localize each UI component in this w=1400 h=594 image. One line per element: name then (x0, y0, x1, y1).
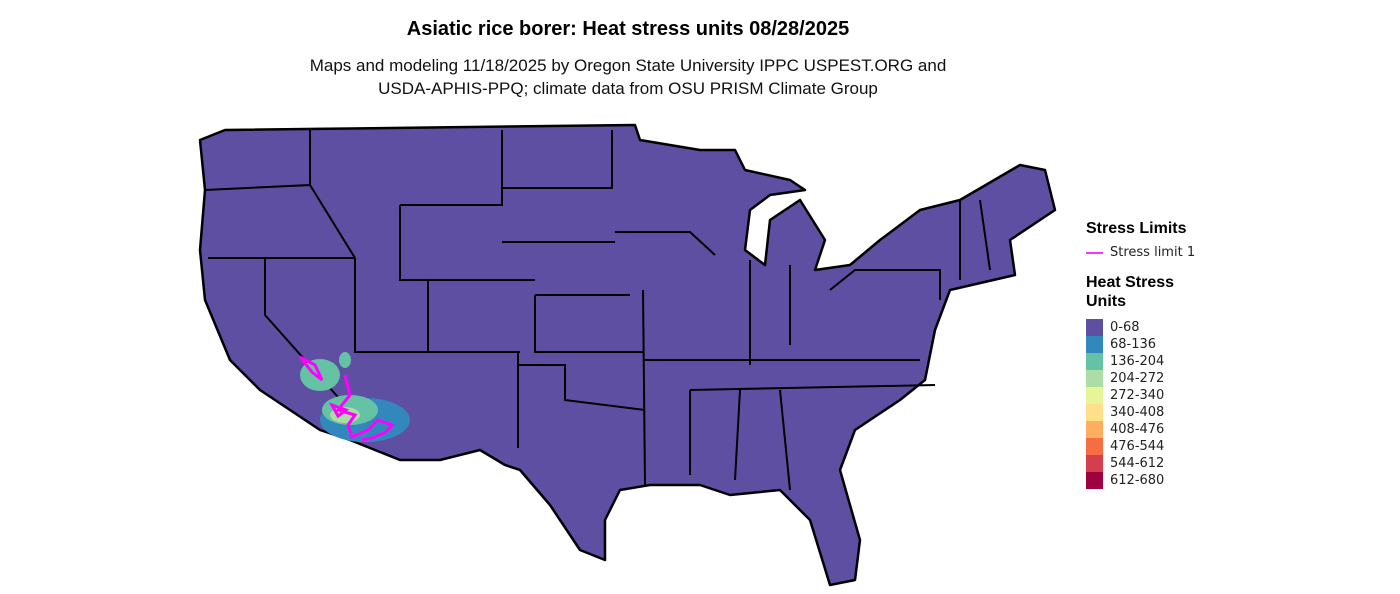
legend-bin: 0-68 (1086, 319, 1216, 336)
legend-bin: 476-544 (1086, 438, 1216, 455)
subtitle-line-2: USDA-APHIS-PPQ; climate data from OSU PR… (378, 79, 878, 98)
legend-swatch (1086, 404, 1103, 421)
us-outline (198, 123, 1057, 587)
subtitle-line-1: Maps and modeling 11/18/2025 by Oregon S… (309, 56, 947, 75)
map-title: Asiatic rice borer: Heat stress units 08… (406, 18, 850, 40)
legend-bin: 340-408 (1086, 404, 1216, 421)
legend-swatch (1086, 387, 1103, 404)
legend-bin: 408-476 (1086, 421, 1216, 438)
legend-bin-label: 136-204 (1110, 354, 1165, 369)
legend-swatch (1086, 472, 1103, 489)
legend-bins: 0-68 68-136 136-204 204-272 272-340 340-408 40… (1086, 319, 1216, 489)
legend-bin: 272-340 (1086, 387, 1216, 404)
legend-bin-label: 476-544 (1110, 439, 1165, 454)
legend-swatch (1086, 370, 1103, 387)
legend-bin: 612-680 (1086, 472, 1216, 489)
legend-swatch (1086, 438, 1103, 455)
legend-bin-label: 612-680 (1110, 473, 1165, 488)
legend-item-stress-limit-1: Stress limit 1 (1086, 244, 1216, 261)
legend-bin: 136-204 (1086, 353, 1216, 370)
legend-bin-label: 544-612 (1110, 456, 1165, 471)
stress-limits-title: Stress Limits (1086, 220, 1187, 237)
legend-bin-label: 68-136 (1110, 337, 1157, 352)
us-map (198, 123, 1057, 587)
legend-bin: 68-136 (1086, 336, 1216, 353)
legend-swatch (1086, 336, 1103, 353)
state-borders (204, 130, 991, 491)
legend-swatch (1086, 421, 1103, 438)
legend-label: Stress limit 1 (1110, 245, 1196, 260)
legend-bin: 204-272 (1086, 370, 1216, 387)
legend: Stress Limits Stress limit 1 Heat Stress… (1086, 220, 1216, 489)
legend-swatch (1086, 353, 1103, 370)
legend-swatch (1086, 319, 1103, 336)
stress-limit-line-swatch (1086, 251, 1103, 254)
heat-stress-units-title: Heat Stress Units (1086, 274, 1175, 310)
legend-swatch (1086, 455, 1103, 472)
legend-bin-label: 408-476 (1110, 422, 1165, 437)
legend-bin-label: 340-408 (1110, 405, 1165, 420)
legend-bin-label: 0-68 (1110, 320, 1140, 335)
legend-bin-label: 272-340 (1110, 388, 1165, 403)
legend-bin-label: 204-272 (1110, 371, 1165, 386)
stress-limit-contours (298, 355, 395, 442)
legend-bin: 544-612 (1086, 455, 1216, 472)
